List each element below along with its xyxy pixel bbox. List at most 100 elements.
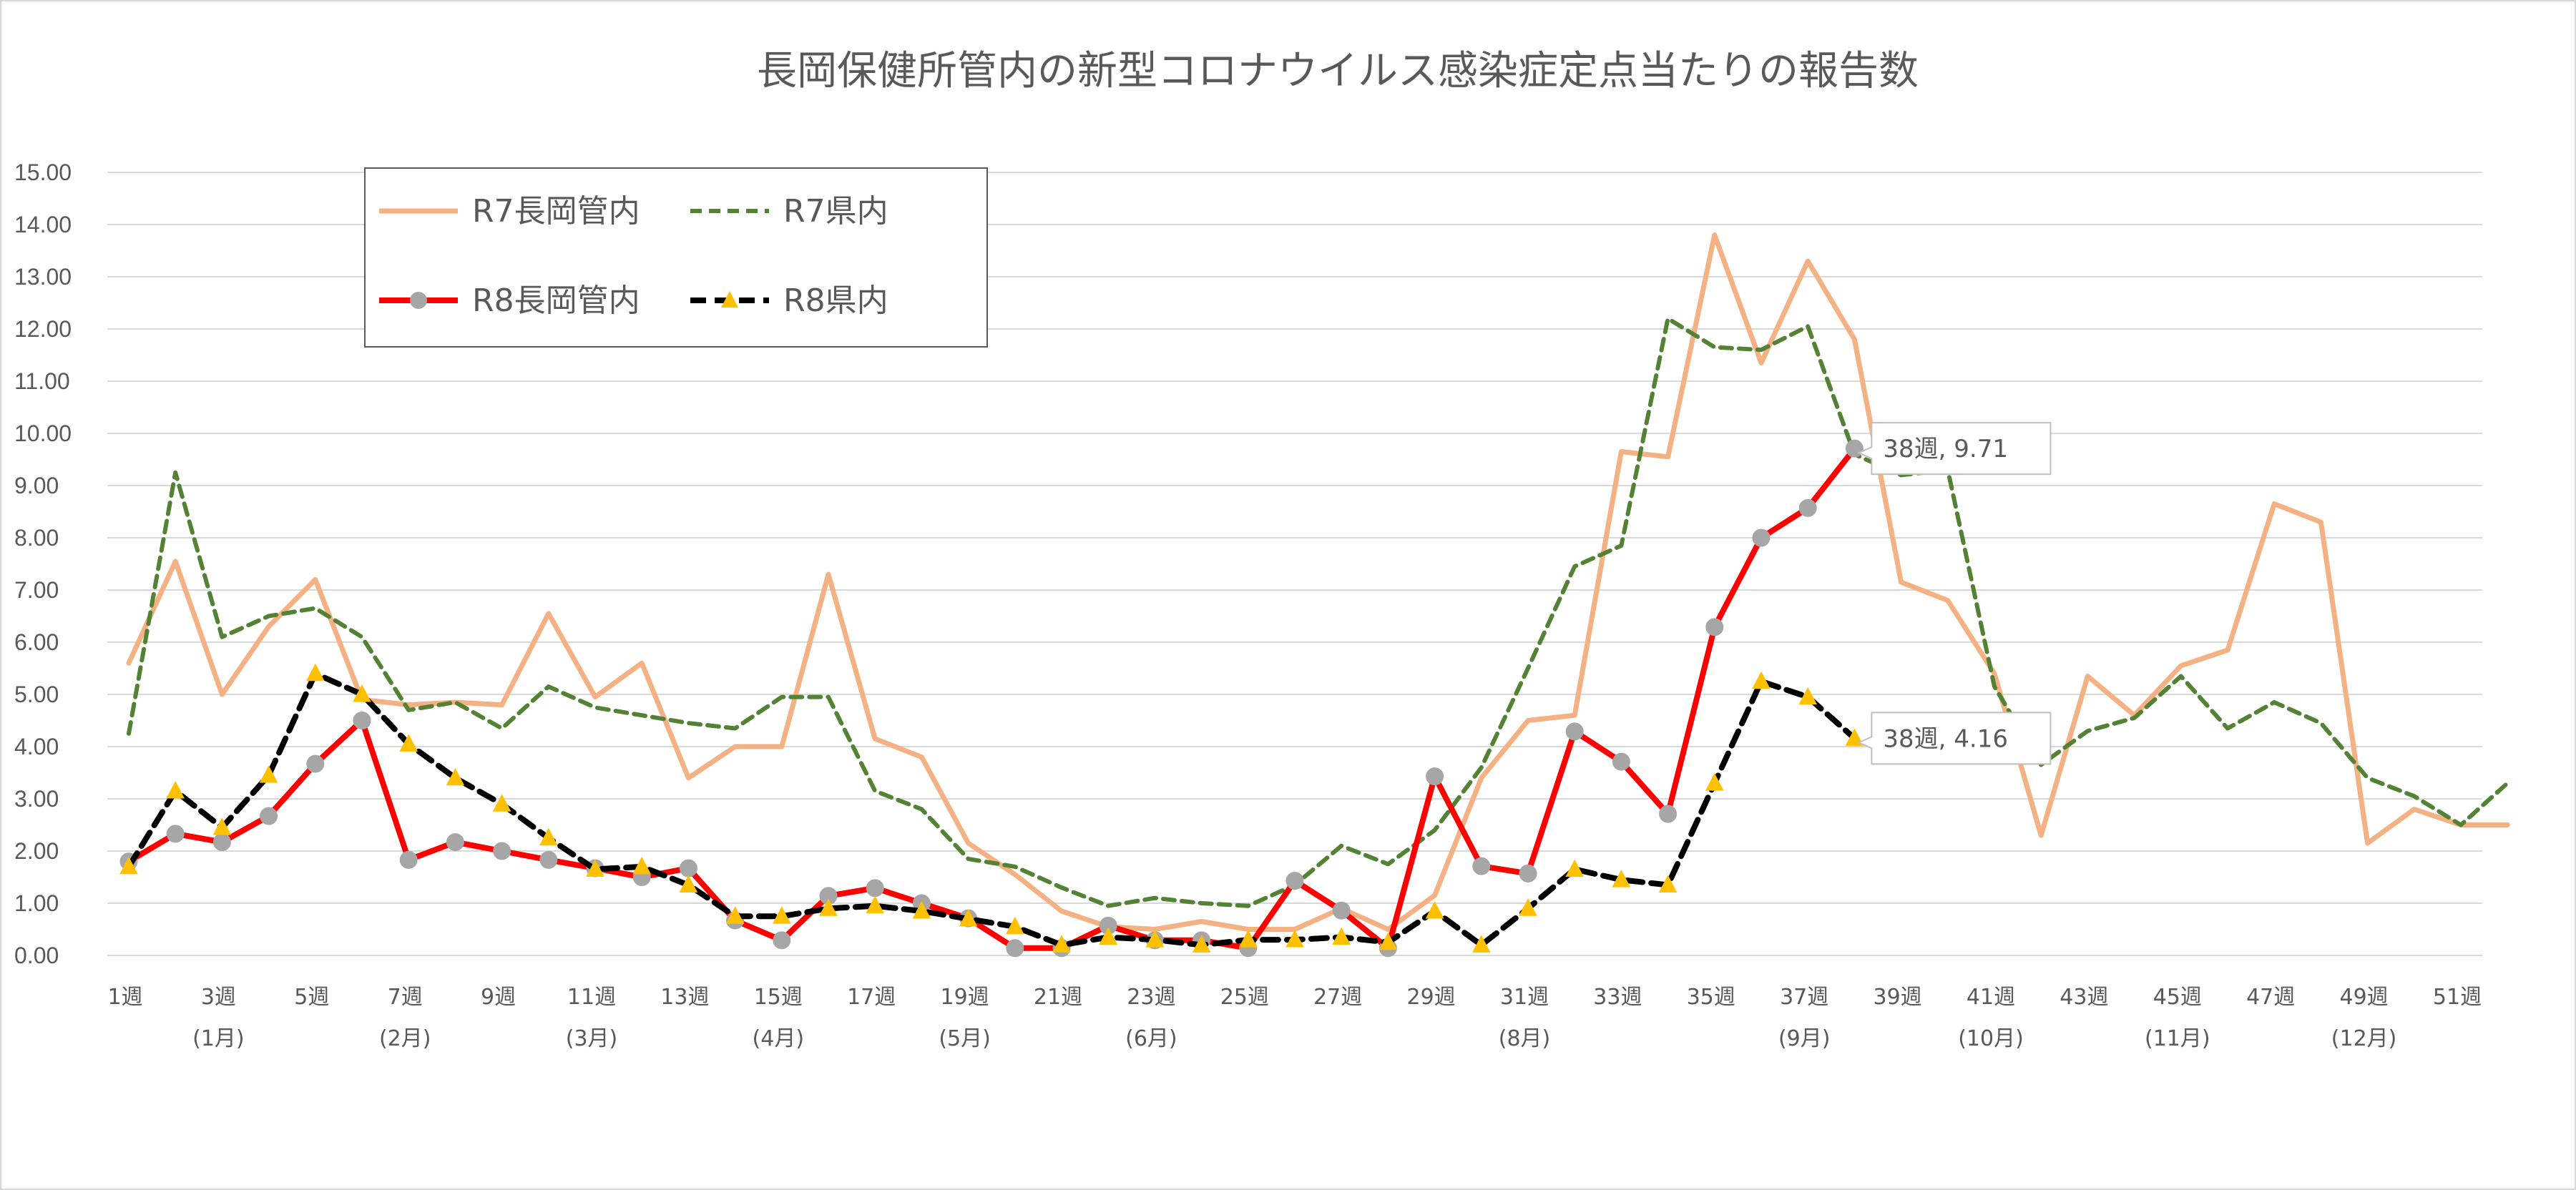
x-tick-label: 1週 [107, 985, 142, 1010]
data-point-triangle [1145, 930, 1165, 948]
data-point-triangle [1752, 671, 1771, 689]
month-label: (5月) [939, 1026, 991, 1051]
data-point-triangle [212, 817, 232, 835]
y-tick-label: 3.00 [14, 786, 59, 812]
x-tick-label: 43週 [2060, 985, 2108, 1010]
y-tick-label: 2.00 [14, 838, 59, 864]
data-point-triangle [1238, 930, 1258, 948]
data-point-triangle [166, 780, 185, 799]
data-point-triangle [539, 827, 558, 846]
data-point-circle [306, 754, 325, 773]
data-point-circle [1565, 722, 1584, 741]
data-point-circle [1519, 864, 1537, 882]
x-tick-label: 41週 [1967, 985, 2015, 1010]
data-point-triangle [353, 684, 371, 702]
month-label: (4月) [753, 1026, 805, 1051]
data-point-circle [679, 859, 697, 877]
callout-box [1856, 712, 2052, 765]
y-tick-label: 6.00 [14, 629, 59, 655]
data-point-triangle [1519, 898, 1537, 916]
legend-item: R8長岡管内 [379, 282, 640, 319]
data-point-circle [260, 807, 278, 825]
data-point-circle [1332, 901, 1351, 920]
month-label: (3月) [566, 1026, 618, 1051]
data-point-triangle [1285, 930, 1304, 948]
x-tick-label: 39週 [1874, 985, 1922, 1010]
month-label: (8月) [1499, 1026, 1551, 1051]
legend-item: R7長岡管内 [379, 193, 640, 230]
data-point-triangle [632, 856, 652, 875]
y-tick-label: 15.00 [14, 159, 72, 185]
legend-label: R7県内 [783, 193, 888, 230]
data-point-triangle [1845, 728, 1864, 746]
data-point-circle [1659, 805, 1678, 823]
y-tick-label: 7.00 [14, 577, 59, 603]
data-point-triangle [866, 895, 885, 914]
data-point-triangle [1332, 927, 1351, 945]
data-point-triangle [772, 906, 791, 924]
data-point-triangle [586, 859, 604, 877]
data-point-triangle [1798, 687, 1818, 705]
data-point-circle [353, 712, 371, 729]
x-tick-label: 13週 [660, 985, 709, 1010]
data-point-triangle [1471, 935, 1491, 953]
x-tick-label: 29週 [1407, 985, 1456, 1010]
month-label: (9月) [1778, 1026, 1831, 1051]
data-point-triangle [1425, 900, 1444, 919]
month-label: (10月) [1958, 1026, 2024, 1051]
data-point-triangle [959, 908, 978, 927]
legend: R7長岡管内 R7県内 R8長岡管内 R8県内 [364, 167, 988, 348]
month-labels: (1月) (2月) (3月) (4月) (5月) (6月) (8月) (9月) (10月) (11… [192, 1026, 2396, 1051]
data-point-circle [1798, 498, 1817, 517]
legend-label: R8県内 [783, 282, 888, 319]
x-tick-label: 11週 [567, 985, 616, 1010]
series-line [126, 232, 2510, 932]
data-point-circle [1426, 767, 1444, 786]
data-point-triangle [492, 794, 511, 812]
x-tick-label: 27週 [1313, 985, 1362, 1010]
x-tick-label: 7週 [388, 985, 423, 1010]
x-tick-label: 33週 [1593, 985, 1642, 1010]
chart-title: 長岡保健所管内の新型コロナウイルス感染症定点当たりの報告数 [757, 48, 1919, 94]
data-point-triangle [1192, 935, 1211, 953]
data-label-callout: 38週, 4.16 [1856, 712, 2052, 765]
y-tick-label: 11.00 [14, 368, 70, 394]
series-2 [127, 316, 2510, 908]
y-tick-label: 9.00 [14, 473, 59, 498]
data-point-triangle [1052, 935, 1071, 953]
callout-box [1856, 422, 2052, 476]
data-point-triangle [305, 663, 325, 682]
legend-item: R7県内 [690, 193, 888, 230]
data-point-triangle [1005, 916, 1024, 935]
data-point-circle [1285, 872, 1304, 890]
series-1 [126, 232, 2510, 932]
legend-label: R8長岡管内 [472, 282, 640, 319]
month-label: (2月) [379, 1026, 431, 1051]
x-tick-label: 35週 [1687, 985, 1735, 1010]
y-tick-label: 13.00 [14, 264, 72, 290]
y-tick-label: 5.00 [14, 682, 59, 707]
data-point-circle [493, 842, 511, 860]
data-point-triangle [259, 765, 278, 783]
x-tick-label: 37週 [1780, 985, 1828, 1010]
data-point-triangle [1378, 932, 1398, 950]
legend-label: R7長岡管内 [472, 193, 640, 230]
series-line [127, 316, 2510, 908]
data-point-circle [866, 879, 884, 898]
data-point-circle [446, 833, 464, 852]
data-point-circle [539, 850, 558, 869]
data-point-circle [1705, 618, 1724, 636]
legend-marker-circle [410, 292, 427, 309]
legend-marker-triangle [721, 291, 738, 308]
x-tick-label: 17週 [847, 985, 896, 1010]
data-point-circle [1006, 939, 1024, 958]
data-point-triangle [446, 767, 465, 786]
data-point-triangle [1705, 773, 1724, 791]
x-tick-label: 9週 [481, 985, 516, 1010]
data-point-triangle [679, 875, 698, 892]
data-point-circle [1845, 439, 1864, 458]
x-tick-label: 19週 [941, 985, 989, 1010]
y-axis-ticks: 0.00 1.00 2.00 3.00 4.00 5.00 6.00 7.00 8.00 9.00… [14, 159, 72, 968]
x-tick-label: 31週 [1500, 985, 1549, 1010]
